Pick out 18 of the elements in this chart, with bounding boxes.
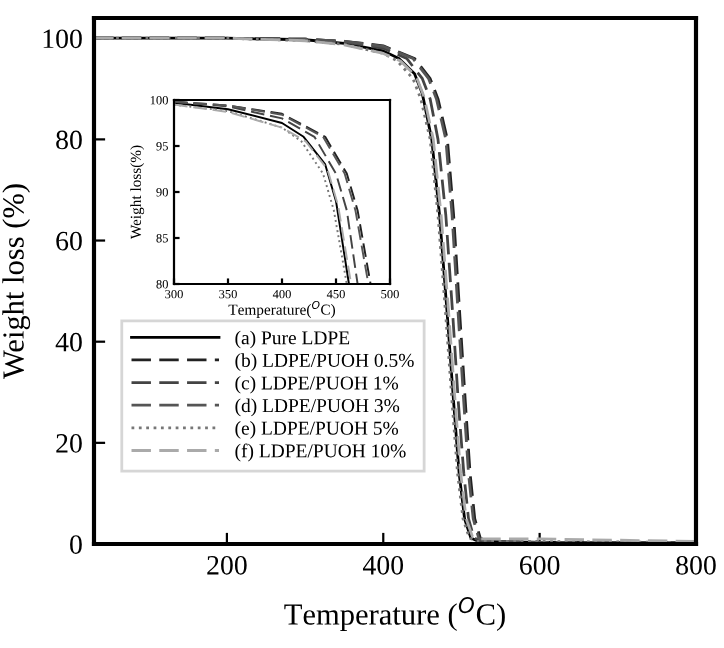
- y-tick-label: 20: [56, 434, 82, 453]
- x-axis-title: Temperature ($^{O}$C): [284, 596, 505, 632]
- legend-label: (a) Pure LDPE: [235, 330, 350, 349]
- x-tick-label: 800: [676, 555, 716, 575]
- y-axis-title: Weight loss (%): [2, 184, 31, 380]
- legend-label: (c) LDPE/PUOH 1%: [235, 375, 399, 394]
- y-tick-label: 40: [55, 332, 82, 352]
- y-tick-label: 100: [43, 29, 82, 49]
- y-tick-label: 80: [56, 130, 82, 150]
- legend-label: (d) LDPE/PUOH 3%: [235, 398, 400, 417]
- legend-label: (b) LDPE/PUOH 0.5%: [235, 353, 414, 371]
- y-tick-label: 0: [70, 535, 82, 554]
- legend-label: (f) LDPE/PUOH 10%: [235, 443, 406, 462]
- y-tick-label: 60: [56, 231, 82, 251]
- x-tick-label: 400: [362, 555, 404, 575]
- x-tick-label: 200: [207, 555, 247, 575]
- x-tick-label: 600: [520, 555, 560, 575]
- legend-label: (e) LDPE/PUOH 5%: [235, 421, 399, 439]
